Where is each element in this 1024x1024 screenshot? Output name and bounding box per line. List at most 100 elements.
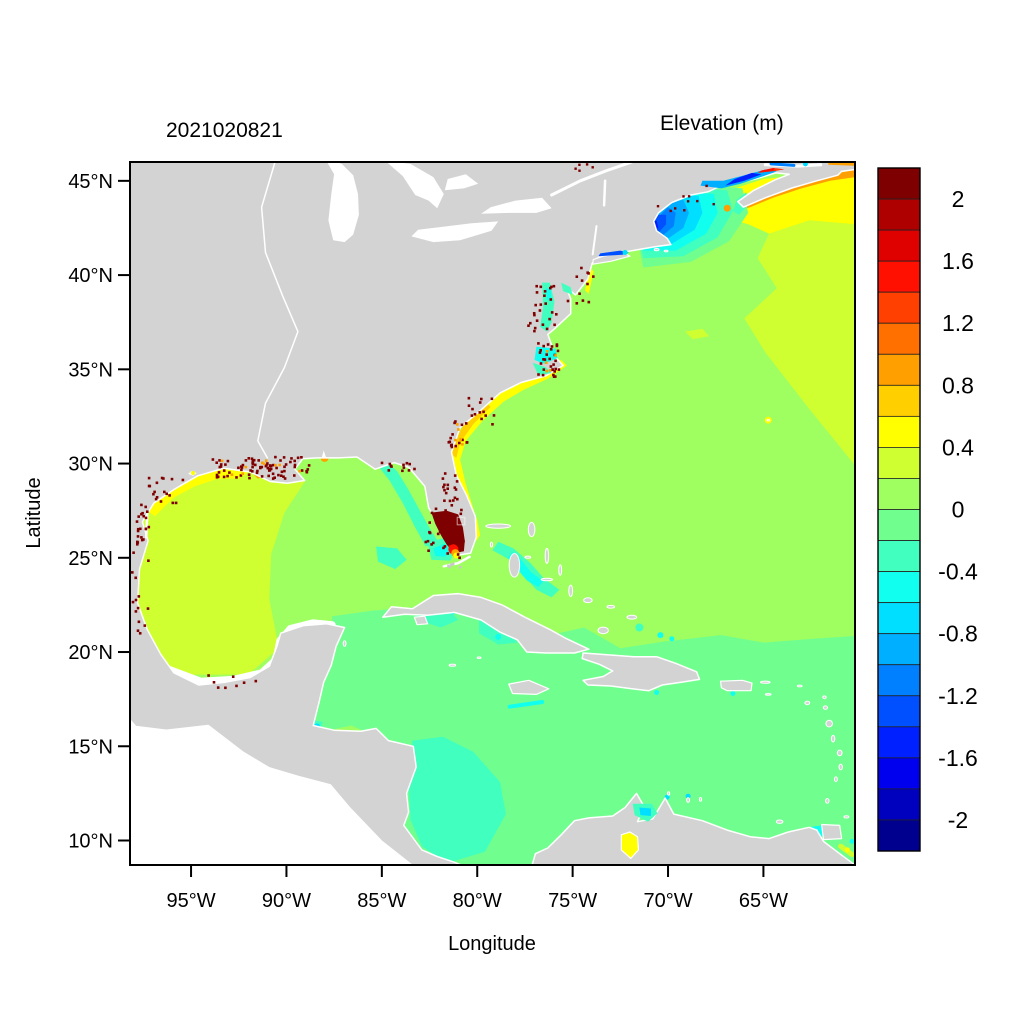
speck: [480, 417, 483, 421]
speck: [146, 510, 149, 513]
y-axis: 45°N 40°N 35°N 30°N 25°N 20°N 15°N 10°N: [68, 171, 130, 852]
speck: [454, 444, 457, 448]
speck: [137, 595, 141, 598]
colorbar-segment: [877, 819, 921, 852]
speck: [449, 529, 452, 533]
land-hispaniola: [581, 652, 701, 692]
speck: [442, 546, 445, 550]
speck: [458, 565, 462, 569]
speck: [135, 520, 139, 523]
colorbar-segment: [877, 788, 921, 821]
lake-champlain: [602, 179, 607, 207]
speck: [220, 459, 224, 463]
speck: [464, 422, 468, 425]
specks-carolina-orange: [544, 350, 557, 373]
island-st-vincent: [834, 776, 838, 783]
speck: [408, 462, 411, 466]
speck: [430, 511, 434, 515]
speck: [244, 465, 248, 469]
colorbar-segment: [877, 478, 921, 510]
colorbar-segment: [877, 695, 921, 728]
turks-teal: [635, 623, 644, 632]
sw-carib-teal-m03: [408, 736, 506, 864]
speck: [478, 401, 482, 404]
speck: [265, 463, 268, 467]
jamaica-south-teal: [507, 700, 545, 709]
island-nantucket: [663, 249, 669, 253]
speck: [555, 344, 559, 348]
speck: [462, 540, 465, 543]
speck: [542, 344, 545, 348]
land-jamaica: [508, 679, 550, 696]
speck: [428, 521, 431, 524]
speck: [143, 624, 147, 627]
speck: [306, 468, 310, 471]
speck: [259, 466, 262, 470]
speck: [544, 361, 548, 364]
speck: [388, 462, 392, 466]
speck: [268, 469, 271, 472]
speck: [264, 459, 268, 462]
speck: [548, 317, 551, 321]
y-tick-label: 15°N: [68, 736, 113, 758]
land-south-america: [531, 792, 855, 865]
island-aruba: [667, 791, 671, 796]
speck: [289, 460, 292, 464]
speck: [251, 465, 254, 469]
y-tick-label: 40°N: [68, 265, 113, 287]
speck: [402, 466, 406, 469]
northumberland-blue: [769, 162, 796, 167]
lake-michigan: [327, 162, 359, 243]
speck: [267, 474, 270, 478]
speck: [407, 469, 411, 472]
speck: [251, 461, 254, 465]
speck: [300, 456, 303, 459]
speck: [380, 461, 384, 465]
specks-georgia-orange: [454, 423, 464, 446]
everglades-darkred: [431, 510, 465, 554]
specks-mexico-lagoons: [131, 551, 150, 635]
speck: [566, 299, 570, 303]
y-tick-label: 35°N: [68, 359, 113, 381]
colorbar-tick-label: -2: [948, 807, 968, 833]
speck: [443, 536, 446, 540]
speck: [539, 362, 543, 365]
speck: [260, 475, 264, 478]
speck: [283, 465, 286, 469]
island-andros: [508, 553, 521, 578]
speck: [529, 321, 532, 325]
speck: [450, 504, 454, 507]
speck: [280, 470, 284, 474]
speck: [460, 508, 463, 512]
land-mainland-north-america: [130, 162, 855, 865]
lake-georgian-bay: [444, 174, 479, 191]
speck: [140, 512, 143, 516]
speck: [686, 200, 690, 203]
hudson-river: [591, 225, 598, 256]
island-grand-cayman: [448, 663, 457, 667]
speck: [136, 629, 140, 632]
speck: [450, 445, 454, 449]
colorbar-segment: [877, 415, 921, 448]
speck: [136, 540, 139, 544]
specks-st-lawrence: [574, 163, 594, 172]
island-cozumel: [342, 640, 347, 647]
speck: [453, 421, 456, 425]
speck: [443, 472, 447, 475]
speck: [539, 349, 542, 352]
speck: [298, 469, 301, 473]
speck: [552, 284, 556, 288]
speck: [401, 469, 404, 473]
speck: [441, 518, 445, 521]
speck: [215, 461, 218, 464]
speck: [533, 326, 537, 330]
speck: [260, 465, 264, 469]
speck: [131, 571, 134, 574]
island-anguilla: [796, 684, 803, 688]
map-canvas: [130, 162, 855, 865]
cuba-cyan-dot-2: [495, 633, 502, 640]
y-tick-label: 25°N: [68, 548, 113, 570]
speck: [533, 329, 536, 333]
speck: [224, 686, 227, 690]
speck: [543, 294, 546, 297]
